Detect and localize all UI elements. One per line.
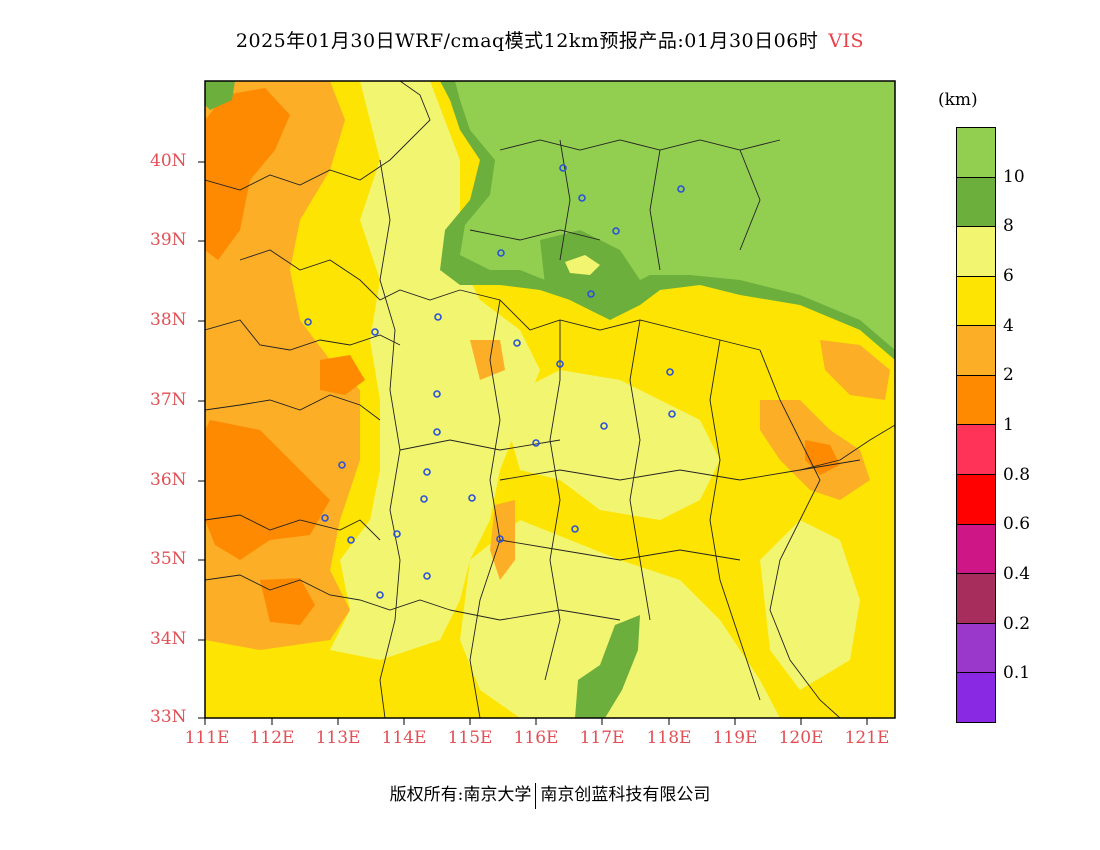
colorbar-tick-label: 0.1 xyxy=(1003,663,1031,684)
colorbar-cell xyxy=(957,475,995,525)
city-markers xyxy=(304,164,685,599)
field-mid-2to4 xyxy=(470,340,505,380)
footer-separator xyxy=(535,782,537,809)
field-ne-above10 xyxy=(455,81,895,350)
colorbar-tick-label: 8 xyxy=(1003,216,1014,237)
colorbar-cell xyxy=(957,128,995,178)
admin-boundaries xyxy=(205,81,895,718)
lon-label: 112E xyxy=(249,728,295,748)
title-main: 2025年01月30日WRF/cmaq模式12km预报产品:01月30日06时 xyxy=(235,30,819,52)
field-ne-inner-6to8 xyxy=(565,255,600,275)
city-marker xyxy=(578,194,586,202)
colorbar-cell xyxy=(957,623,995,674)
city-marker xyxy=(321,514,329,522)
lat-label: 39N xyxy=(150,230,187,250)
lon-label: 116E xyxy=(513,728,559,748)
city-marker xyxy=(497,249,505,257)
colorbar-cell xyxy=(957,177,995,228)
colorbar-cell xyxy=(957,326,995,376)
city-marker xyxy=(423,572,431,580)
colorbar-tick-label: 2 xyxy=(1003,365,1014,386)
lon-label: 121E xyxy=(844,728,890,748)
map-fill-layer xyxy=(205,81,895,718)
city-marker xyxy=(347,536,355,544)
colorbar-cell xyxy=(957,276,995,327)
city-marker xyxy=(304,318,312,326)
lat-label: 34N xyxy=(150,629,187,649)
colorbar-tick-label: 0.2 xyxy=(1003,613,1031,634)
lon-label: 111E xyxy=(184,728,230,748)
city-marker xyxy=(468,494,476,502)
city-marker xyxy=(371,328,379,336)
city-marker xyxy=(338,461,346,469)
title-variable: VIS xyxy=(828,30,865,52)
lon-label: 115E xyxy=(447,728,493,748)
field-east-2to4-b xyxy=(820,340,890,400)
colorbar-cell xyxy=(957,375,995,426)
colorbar-cell xyxy=(957,524,995,575)
city-marker xyxy=(433,390,441,398)
city-marker xyxy=(587,290,595,298)
field-south-green xyxy=(575,615,640,718)
lat-label: 37N xyxy=(150,390,187,410)
lat-label: 33N xyxy=(150,707,187,727)
city-marker xyxy=(668,410,676,418)
city-marker xyxy=(571,525,579,533)
colorbar-cell xyxy=(957,673,995,722)
city-marker xyxy=(496,535,504,543)
field-west-1to2-b xyxy=(205,420,330,560)
colorbar-tick-label: 0.4 xyxy=(1003,564,1031,584)
city-marker xyxy=(420,495,428,503)
city-marker xyxy=(600,422,608,430)
lon-label: 119E xyxy=(712,728,758,748)
field-west-1to2-d xyxy=(260,578,315,625)
city-marker xyxy=(433,428,441,436)
footer: 版权所有:南京大学 南京创蓝科技有限公司 xyxy=(0,780,1100,809)
city-marker xyxy=(559,164,567,172)
city-marker xyxy=(532,439,540,447)
axis-ticks xyxy=(198,161,868,725)
lon-label: 117E xyxy=(579,728,625,748)
colorbar-unit: (km) xyxy=(938,90,978,110)
colorbar xyxy=(956,127,996,723)
footer-copyright: 版权所有:南京大学 xyxy=(389,785,532,805)
lon-label: 118E xyxy=(646,728,692,748)
lat-label: 40N xyxy=(150,151,187,171)
colorbar-cell xyxy=(957,227,995,277)
city-marker xyxy=(393,530,401,538)
map-frame xyxy=(204,80,896,719)
lat-label: 35N xyxy=(150,549,187,569)
colorbar-tick-label: 6 xyxy=(1003,266,1014,286)
colorbar-tick-label: 10 xyxy=(1003,166,1025,187)
lon-label: 120E xyxy=(778,728,824,748)
city-marker xyxy=(612,227,620,235)
field-central-6to8 xyxy=(330,81,540,660)
colorbar-cell xyxy=(957,425,995,476)
city-marker xyxy=(376,591,384,599)
colorbar-tick-label: 1 xyxy=(1003,415,1014,435)
colorbar-tick-label: 0.6 xyxy=(1003,514,1031,535)
field-west-1to2-a xyxy=(205,88,290,260)
colorbar-tick-label: 0.8 xyxy=(1003,464,1031,485)
lat-label: 36N xyxy=(150,470,187,490)
colorbar-tick-label: 4 xyxy=(1003,315,1014,336)
colorbar-cell xyxy=(957,574,995,624)
lon-label: 114E xyxy=(381,728,427,748)
city-marker xyxy=(423,468,431,476)
city-marker xyxy=(513,339,521,347)
footer-company: 南京创蓝科技有限公司 xyxy=(540,785,711,805)
city-marker xyxy=(556,360,564,368)
field-south-6to8 xyxy=(460,520,780,718)
city-marker xyxy=(677,185,685,193)
lon-label: 113E xyxy=(315,728,361,748)
lat-label: 38N xyxy=(150,310,187,330)
field-west-1to2-c xyxy=(320,355,365,395)
city-marker xyxy=(666,368,674,376)
city-marker xyxy=(434,313,442,321)
field-nw-green xyxy=(205,81,235,110)
chart-title: 2025年01月30日WRF/cmaq模式12km预报产品:01月30日06时 V… xyxy=(0,26,1100,53)
